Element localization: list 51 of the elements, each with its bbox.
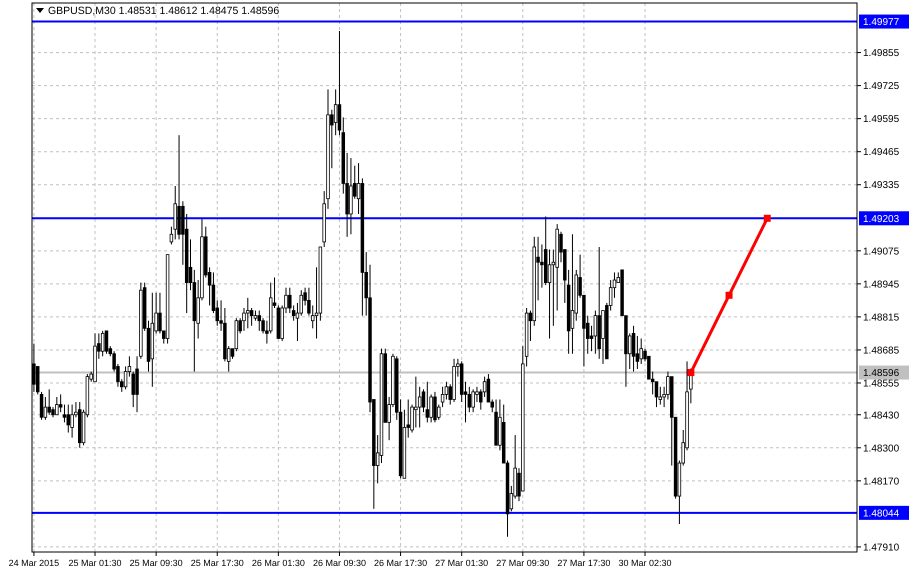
x-tick-label: 30 Mar 02:30 (618, 558, 672, 568)
x-tick-label: 27 Mar 09:30 (496, 558, 550, 568)
candlestick (548, 249, 552, 339)
candlestick (100, 330, 104, 357)
y-tick-label: 1.48300 (863, 443, 900, 454)
ref-line-label: 1.49203 (863, 214, 900, 225)
ref-line-label: 1.48596 (863, 368, 900, 380)
candlestick (66, 404, 70, 434)
y-tick-label: 1.49725 (863, 81, 900, 92)
y-tick-label: 1.49075 (863, 246, 900, 258)
candlestick (242, 308, 246, 332)
point (764, 214, 771, 222)
y-tick-label: 1.48430 (863, 410, 900, 422)
candlestick (104, 330, 108, 354)
candlestick (426, 381, 430, 423)
candlestick (55, 396, 59, 416)
y-tick-label: 1.49595 (863, 114, 900, 126)
candlestick (632, 325, 636, 372)
ref-line-label: 1.49977 (863, 17, 900, 28)
x-tick-label: 25 Mar 01:30 (68, 558, 122, 568)
candlestick (570, 234, 574, 354)
candlestick (594, 310, 598, 354)
x-tick-label: 25 Mar 17:30 (190, 558, 244, 568)
x-tick-label: 26 Mar 17:30 (374, 558, 428, 568)
x-tick-label: 26 Mar 09:30 (312, 558, 366, 568)
y-tick-label: 1.48815 (863, 312, 900, 324)
x-tick-label: 24 Mar 2015 (8, 558, 60, 568)
x-tick-label: 27 Mar 17:30 (557, 558, 610, 568)
ref-line-label: 1.48044 (863, 508, 900, 520)
x-tick-label: 25 Mar 09:30 (130, 558, 183, 568)
x-tick-label: 27 Mar 01:30 (435, 558, 488, 568)
y-tick-label: 1.48555 (863, 378, 900, 390)
candlestick (471, 388, 475, 413)
point (726, 292, 733, 299)
candlestick (246, 297, 250, 329)
y-tick-label: 1.49335 (863, 180, 900, 192)
candlestick (47, 388, 51, 416)
y-tick-label: 1.47910 (863, 542, 900, 554)
candlestick (62, 404, 66, 423)
chart-title: GBPUSD,M30 1.48531 1.48612 1.48475 1.48596 (48, 5, 280, 17)
candlestick (433, 391, 437, 423)
y-tick-label: 1.49465 (863, 147, 900, 158)
point (687, 369, 694, 376)
candlestick (414, 376, 418, 428)
y-tick-label: 1.48170 (863, 476, 900, 488)
y-tick-label: 1.48685 (863, 345, 900, 356)
y-tick-label: 1.49855 (863, 48, 900, 60)
x-tick-label: 26 Mar 01:30 (252, 558, 305, 568)
y-tick-label: 1.48945 (863, 279, 900, 290)
candlestick (70, 404, 74, 438)
candlestick (258, 310, 261, 332)
